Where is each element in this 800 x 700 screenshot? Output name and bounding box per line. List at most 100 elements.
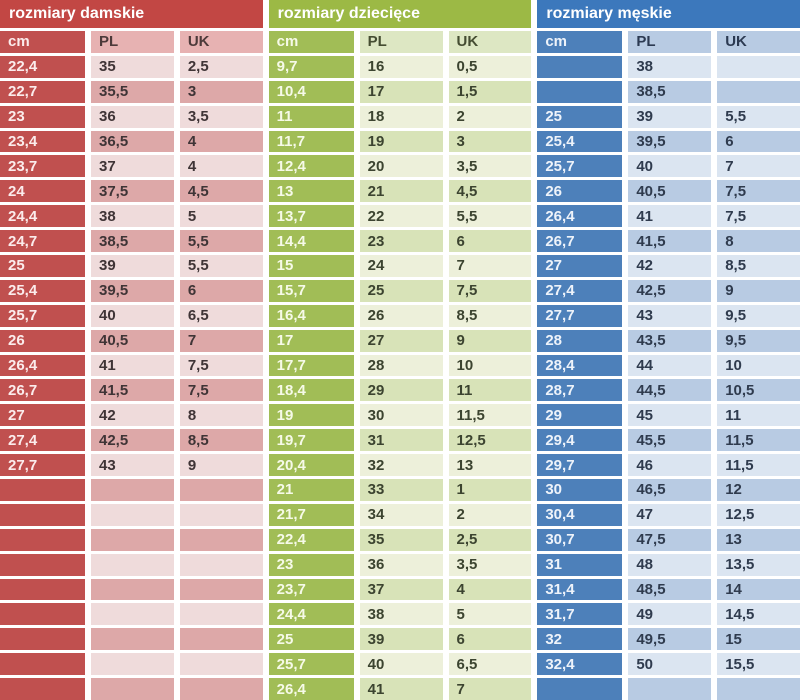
cell-pl [91, 578, 174, 601]
cell-cm: 25 [537, 105, 623, 128]
cell-uk: 9,5 [717, 304, 800, 327]
cell-uk: 7 [448, 678, 532, 700]
cell-pl: 35 [359, 528, 443, 551]
cell-cm: 26 [0, 329, 85, 352]
table-childrens-sizes: rozmiary dziecięce cm PL UK 9,7 16 0,5 10,4… [268, 0, 532, 700]
cell-cm: 17 [268, 329, 354, 352]
table-row: 38,5 [537, 80, 800, 103]
cell-uk: 6 [717, 130, 800, 153]
cell-uk: 13,5 [717, 553, 800, 576]
table-row [0, 578, 263, 601]
table-row: 22,4 35 2,5 [0, 55, 263, 78]
cell-uk: 10,5 [717, 379, 800, 402]
cell-cm [0, 528, 85, 551]
cell-pl: 24 [359, 255, 443, 277]
cell-cm: 26,4 [268, 678, 354, 700]
table-title-childrens: rozmiary dziecięce [268, 0, 532, 28]
cell-cm: 27 [537, 255, 623, 277]
cell-uk: 7,5 [717, 205, 800, 228]
cell-cm: 12,4 [268, 155, 354, 178]
cell-pl: 49,5 [628, 628, 712, 651]
cell-pl: 38 [628, 55, 712, 78]
cell-cm: 25,7 [268, 653, 354, 676]
cell-pl: 42 [628, 255, 712, 277]
cell-uk: 7 [179, 329, 263, 352]
table-row: 28 43,5 9,5 [537, 329, 800, 352]
cell-cm [0, 553, 85, 576]
cell-cm [537, 80, 623, 103]
cell-uk [717, 55, 800, 78]
cell-cm: 20,4 [268, 454, 354, 477]
cell-cm: 24,4 [268, 603, 354, 626]
cell-cm: 26,4 [0, 354, 85, 377]
cell-pl: 28 [359, 354, 443, 377]
header-row: cm PL UK [0, 31, 263, 53]
col-header-uk: UK [448, 31, 532, 53]
cell-pl: 35,5 [91, 80, 174, 103]
cell-cm: 29,4 [537, 429, 623, 452]
cell-cm [537, 678, 623, 700]
cell-uk: 11,5 [448, 404, 532, 427]
cell-pl: 29 [359, 379, 443, 402]
cell-uk: 4,5 [179, 180, 263, 203]
cell-pl: 27 [359, 329, 443, 352]
table-row [0, 628, 263, 651]
cell-uk: 11,5 [717, 429, 800, 452]
table-row: 17,7 28 10 [268, 354, 532, 377]
table-row: 11,7 19 3 [268, 130, 532, 153]
cell-pl [91, 678, 174, 700]
cell-cm: 23,7 [268, 578, 354, 601]
cell-uk: 2 [448, 105, 532, 128]
cell-pl: 43,5 [628, 329, 712, 352]
table-title-mens: rozmiary męskie [537, 0, 800, 28]
table-row: 15 24 7 [268, 255, 532, 277]
cell-cm: 27,7 [537, 304, 623, 327]
table-row [537, 678, 800, 700]
cell-cm: 9,7 [268, 55, 354, 78]
table-row: 24 37,5 4,5 [0, 180, 263, 203]
cell-pl: 44 [628, 354, 712, 377]
table-row [0, 553, 263, 576]
table-row: 26,4 41 7,5 [537, 205, 800, 228]
col-header-pl: PL [628, 31, 712, 53]
cell-pl: 36 [91, 105, 174, 128]
cell-uk: 6 [448, 628, 532, 651]
cell-cm: 18,4 [268, 379, 354, 402]
cell-cm: 30,4 [537, 503, 623, 526]
cell-uk: 4 [179, 130, 263, 153]
cell-pl: 41 [628, 205, 712, 228]
cell-pl [91, 553, 174, 576]
cell-pl [91, 503, 174, 526]
cell-cm [537, 55, 623, 78]
cell-uk [179, 479, 263, 501]
cell-uk: 15,5 [717, 653, 800, 676]
table-row: 22,4 35 2,5 [268, 528, 532, 551]
table-row: 32 49,5 15 [537, 628, 800, 651]
table-row: 16,4 26 8,5 [268, 304, 532, 327]
table-row: 26,4 41 7 [268, 678, 532, 700]
table-row: 24,7 38,5 5,5 [0, 230, 263, 253]
cell-pl: 39 [628, 105, 712, 128]
cell-uk: 8 [717, 230, 800, 253]
cell-pl [91, 628, 174, 651]
cell-pl: 37 [359, 578, 443, 601]
cell-cm: 13 [268, 180, 354, 203]
table-row: 13,7 22 5,5 [268, 205, 532, 228]
cell-cm: 25 [0, 255, 85, 277]
cell-uk: 7,5 [717, 180, 800, 203]
cell-pl: 38,5 [628, 80, 712, 103]
table-row: 27,7 43 9,5 [537, 304, 800, 327]
cell-pl: 45 [628, 404, 712, 427]
table-row: 30,4 47 12,5 [537, 503, 800, 526]
cell-cm: 25,4 [0, 279, 85, 302]
cell-uk: 15 [717, 628, 800, 651]
cell-cm [0, 653, 85, 676]
table-row: 25,4 39,5 6 [537, 130, 800, 153]
cell-pl: 48 [628, 553, 712, 576]
table-row: 30,7 47,5 13 [537, 528, 800, 551]
cell-pl: 33 [359, 479, 443, 501]
cell-pl: 25 [359, 279, 443, 302]
cell-uk: 2 [448, 503, 532, 526]
cell-pl: 40 [359, 653, 443, 676]
table-row: 31,7 49 14,5 [537, 603, 800, 626]
